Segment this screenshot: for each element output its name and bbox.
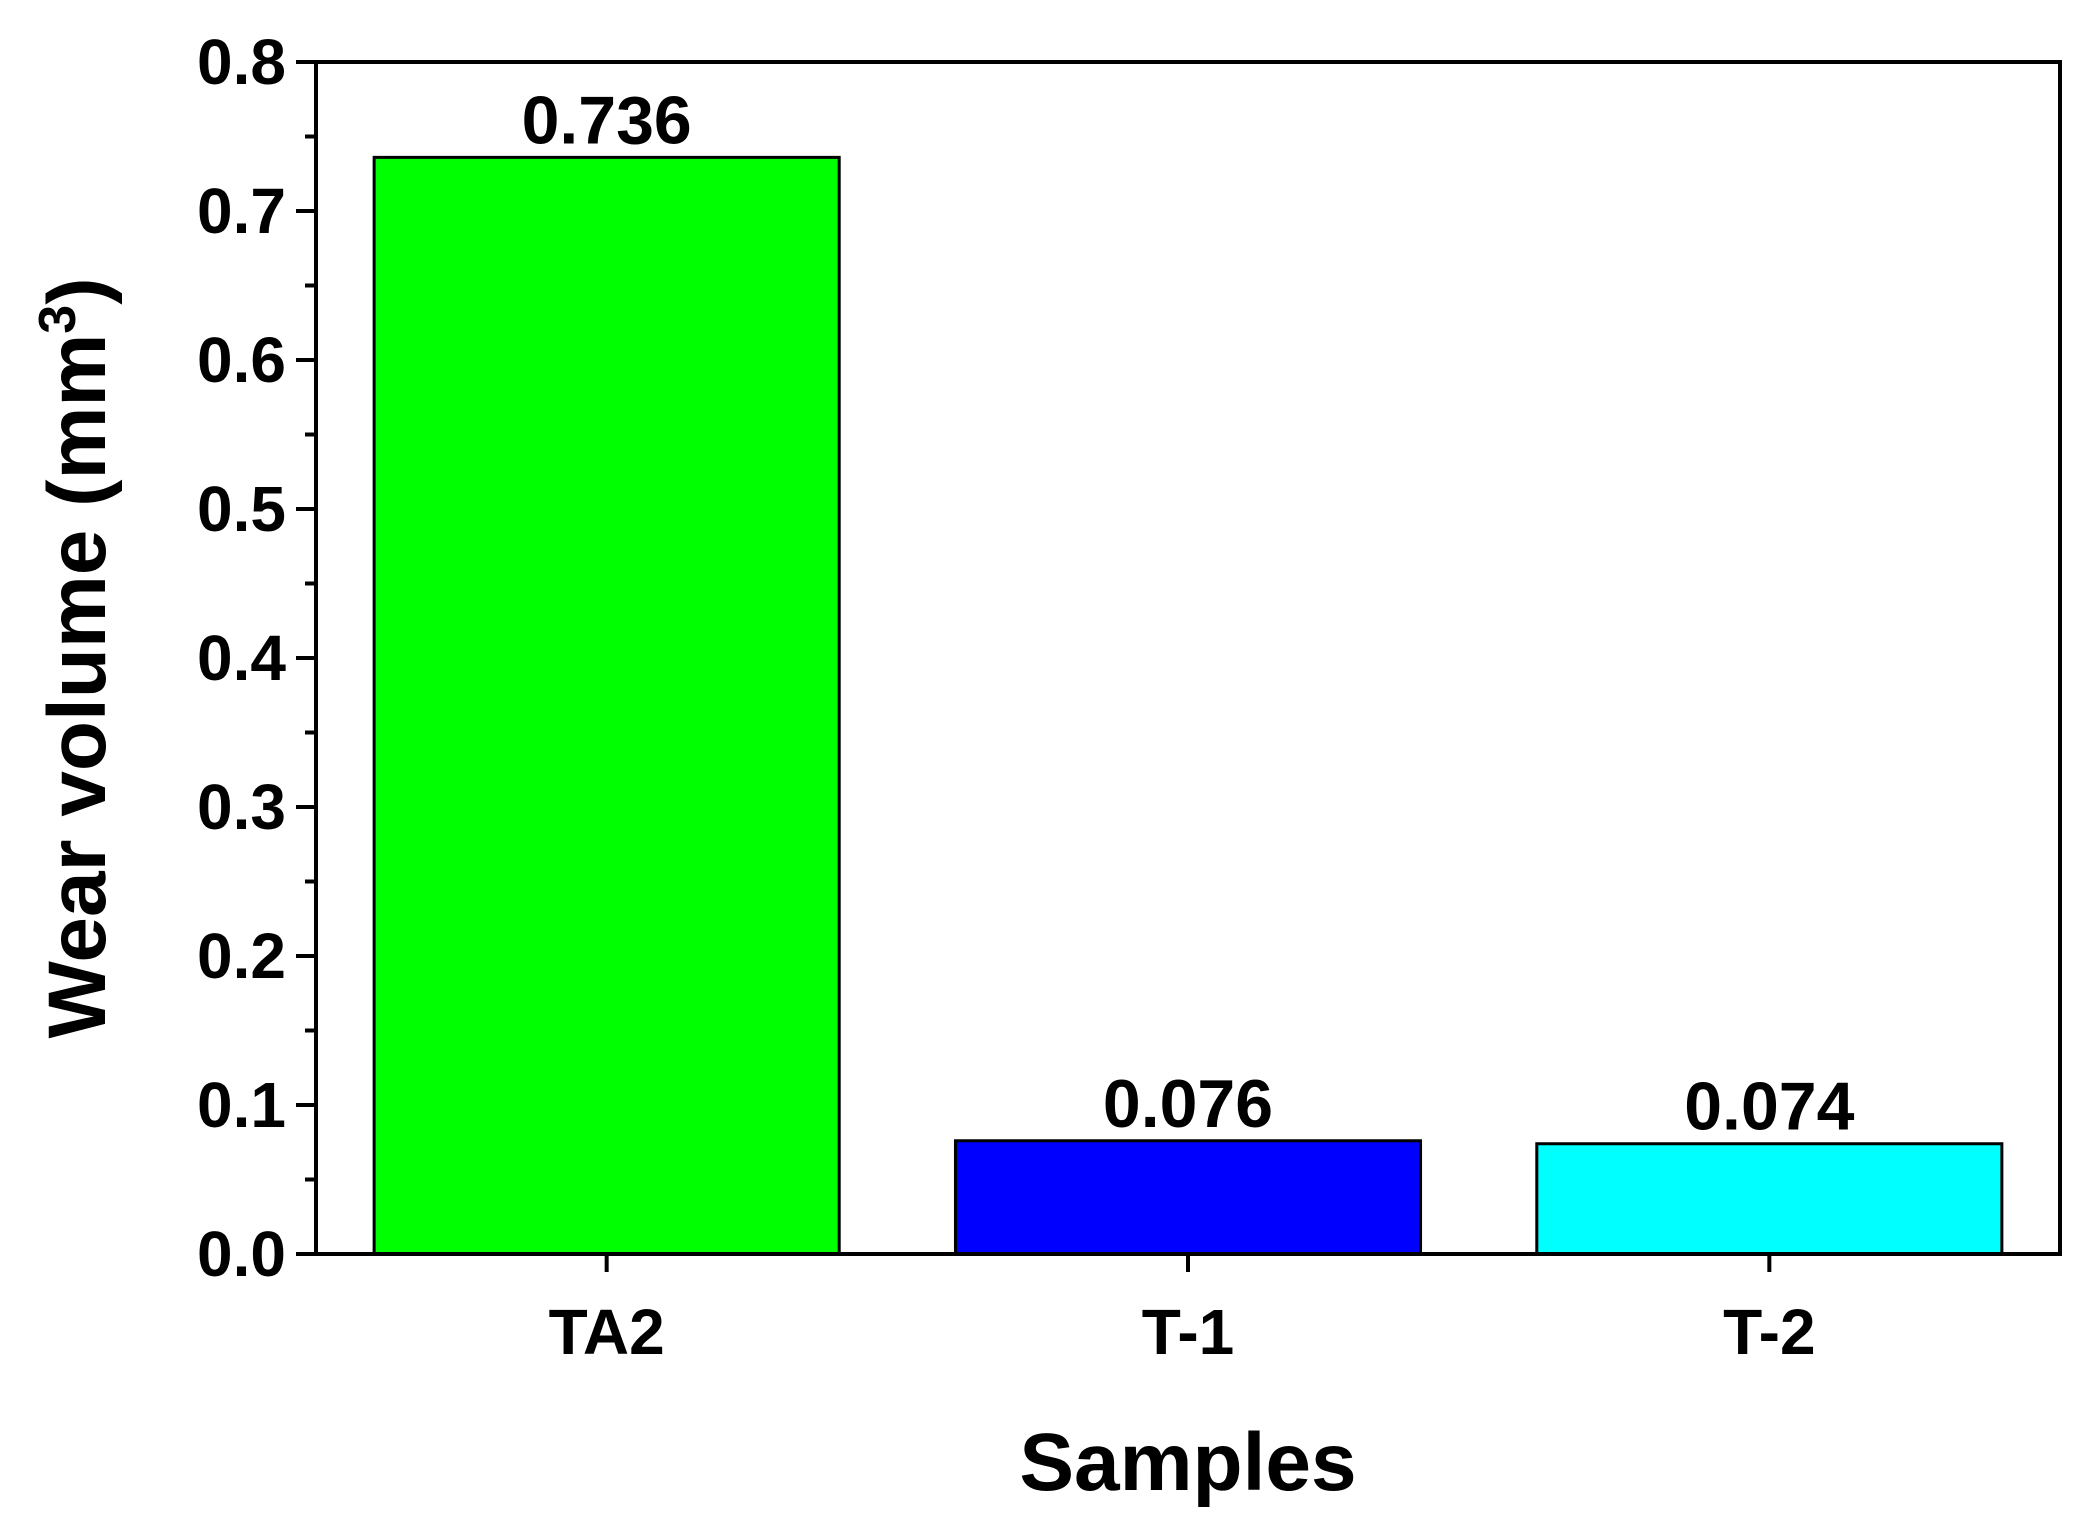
x-tick-label-t-2: T-2 <box>1723 1296 1815 1368</box>
bar-t-2 <box>1535 1142 2004 1256</box>
bar-t-1 <box>953 1139 1423 1256</box>
bars-group <box>372 155 2004 1256</box>
y-axis: 0.0 0.1 0.2 0.3 0.4 0.5 0.6 0.7 0.8 <box>197 26 316 1290</box>
y-axis-title: Wear volume (mm3) <box>29 277 123 1038</box>
x-axis: TA2 T-1 T-2 <box>549 1254 1816 1368</box>
bar-ta2 <box>372 155 841 1256</box>
data-label-t-2: 0.074 <box>1684 1069 1854 1145</box>
y-tick-label: 0.5 <box>197 473 286 545</box>
data-labels-group: 0.736 0.076 0.074 <box>522 82 1855 1144</box>
y-axis-title-main: Wear volume (mm <box>32 334 123 1039</box>
y-axis-title-close: ) <box>32 277 123 304</box>
y-tick-label: 0.0 <box>197 1218 286 1290</box>
y-tick-label: 0.1 <box>197 1069 286 1141</box>
y-tick-label: 0.7 <box>197 175 286 247</box>
y-tick-label: 0.2 <box>197 920 286 992</box>
data-label-ta2: 0.736 <box>522 82 692 158</box>
x-tick-label-ta2: TA2 <box>549 1296 665 1368</box>
y-tick-label: 0.6 <box>197 324 286 396</box>
y-tick-label: 0.8 <box>197 26 286 98</box>
y-axis-title-superscript: 3 <box>29 305 87 334</box>
x-axis-title: Samples <box>1019 1417 1356 1508</box>
y-tick-label: 0.4 <box>197 622 286 694</box>
x-tick-label-t-1: T-1 <box>1142 1296 1234 1368</box>
y-tick-label: 0.3 <box>197 771 286 843</box>
data-label-t-1: 0.076 <box>1103 1066 1273 1142</box>
